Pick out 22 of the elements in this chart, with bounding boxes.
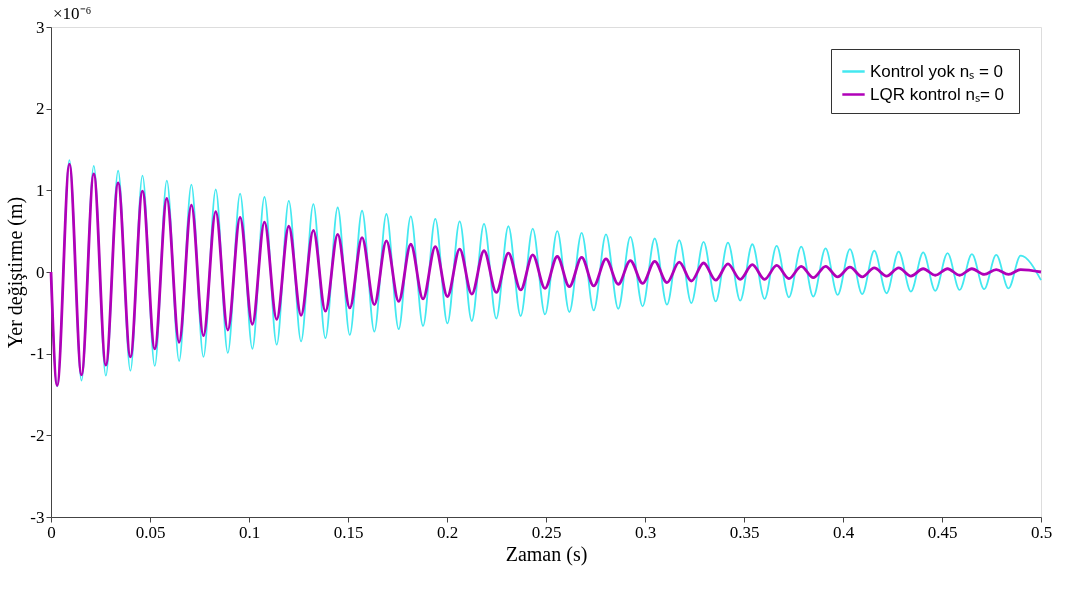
x-tick-label: 0.4 (832, 522, 855, 542)
x-tick-label: 0.5 (1030, 522, 1053, 542)
x-axis-title: Zaman (s) (505, 542, 588, 566)
legend-label: LQR kontrol nₛ= 0 (870, 84, 1004, 104)
x-tick-label: 0.25 (531, 522, 562, 542)
y-axis-title: Yer değiştirme (m) (4, 196, 28, 349)
y-tick-label: -3 (30, 507, 45, 527)
y-tick-label: 1 (36, 180, 45, 200)
x-tick-label: 0.2 (436, 522, 459, 542)
x-tick-label: 0.15 (333, 522, 364, 542)
x-tick-label: 0.3 (634, 522, 657, 542)
y-tick-label: 2 (36, 99, 45, 119)
y-tick-label: 0 (36, 262, 45, 282)
y-tick-label: -2 (30, 425, 45, 445)
x-tick-label: 0.35 (729, 522, 760, 542)
x-tick-label: 0.45 (927, 522, 958, 542)
y-tick-label: 3 (36, 17, 45, 37)
legend-label: Kontrol yok nₛ = 0 (870, 61, 1004, 81)
x-tick-label: 0.1 (238, 522, 261, 542)
x-tick-label: 0.05 (135, 522, 166, 542)
text: ×10⁻⁶ (53, 4, 92, 23)
y-tick-label: -1 (30, 344, 45, 364)
